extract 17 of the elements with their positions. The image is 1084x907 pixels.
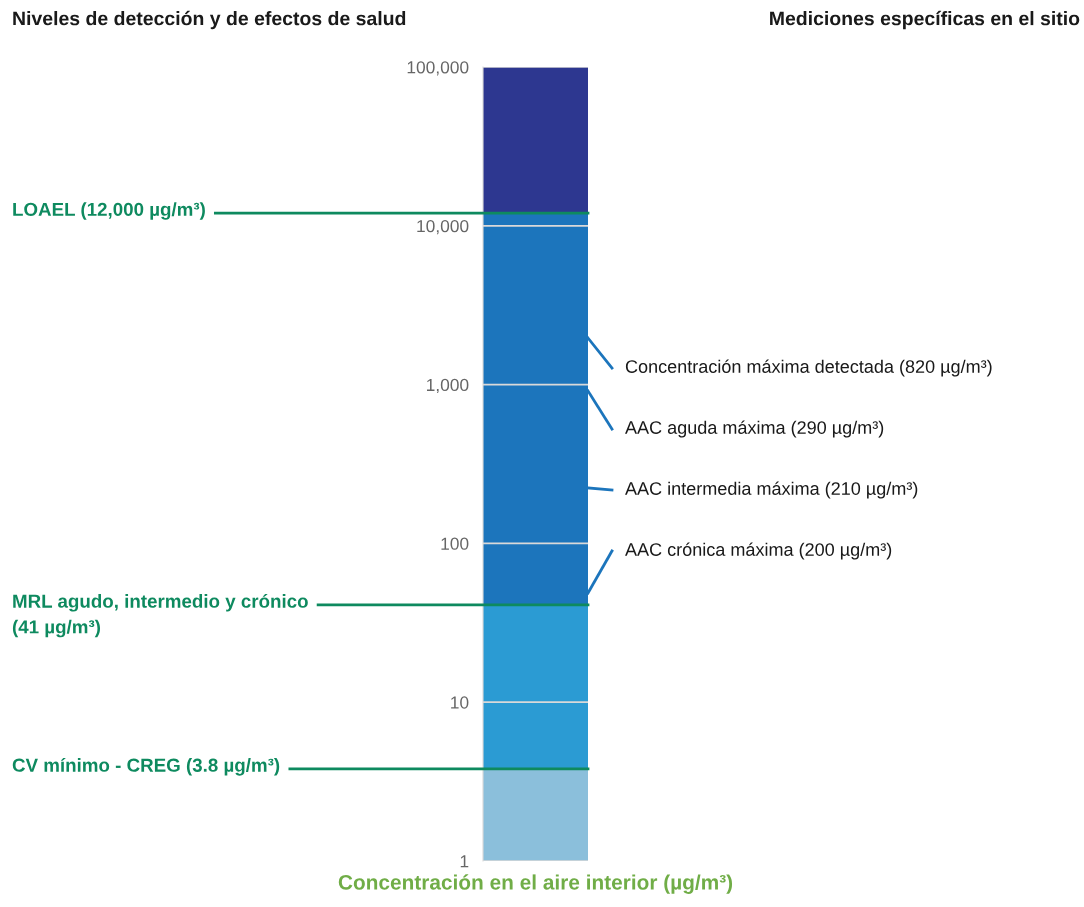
y-tick-label: 10,000 [417, 219, 469, 235]
bar [483, 604, 588, 769]
text: AAC intermedia máxima (210 µg/m³) [625, 481, 918, 499]
text: Niveles de detección y de efectos de salud [13, 10, 406, 30]
text: Mediciones específicas en el sitio [770, 10, 1080, 30]
y-tick-label: 1 [460, 855, 469, 868]
y-tick-label: 100 [441, 537, 469, 550]
ref-line-label: LOAEL (12,000 µg/m³) [13, 202, 205, 220]
ref-line-label: CV mínimo - CREG (3.8 µg/m³) [12, 757, 280, 776]
text: Concentración máxima detectada (820 µg/m³) [625, 359, 992, 377]
x-axis-title: Concentración en el aire interior (µg/m³) [338, 874, 733, 894]
text: AAC crónica máxima (200 µg/m³) [625, 542, 892, 560]
y-tick-label: 10 [451, 696, 469, 709]
ref-line-label: MRL agudo, intermedio y crónico (41 µg/m³) [12, 593, 308, 638]
y-tick-label: 1,000 [426, 378, 469, 394]
text: AAC aguda máxima (290 µg/m³) [625, 420, 884, 438]
y-tick-label: 100,000 [407, 61, 469, 76]
